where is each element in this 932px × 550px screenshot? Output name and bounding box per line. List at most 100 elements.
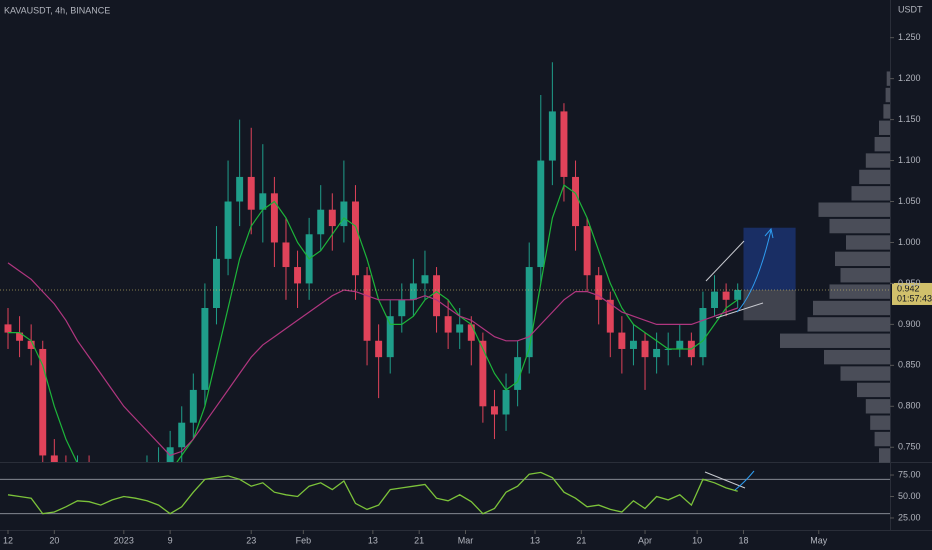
candle-body xyxy=(479,340,487,407)
candle-body xyxy=(699,308,707,358)
volume-profile-bar xyxy=(870,415,890,430)
volume-profile-bar xyxy=(883,104,890,119)
rsi-y-tick-label: 75.00 xyxy=(898,469,921,479)
candle-body xyxy=(722,291,730,300)
x-tick-label: Feb xyxy=(296,535,312,545)
x-tick-label: 21 xyxy=(414,535,424,545)
x-tick-label: 13 xyxy=(368,535,378,545)
candle-body xyxy=(294,267,302,284)
chart-title: KAVAUSDT, 4h, BINANCE xyxy=(4,5,110,15)
candle-body xyxy=(548,111,556,161)
candle-body xyxy=(363,275,371,341)
candle-body xyxy=(259,193,267,210)
volume-profile-bar xyxy=(840,366,890,381)
volume-profile-bar xyxy=(885,87,890,103)
y-tick-label: 0.950 xyxy=(898,278,921,288)
volume-profile-bar xyxy=(829,218,890,234)
candle-body xyxy=(16,332,24,341)
trend-line xyxy=(705,240,745,282)
volume-profile-bar xyxy=(879,120,890,135)
candle-body xyxy=(572,176,580,227)
volume-profile-bar xyxy=(829,284,890,299)
candle-body xyxy=(618,332,626,349)
volume-profile-bar xyxy=(865,399,890,414)
y-tick-label: 0.850 xyxy=(898,360,921,370)
candle-body xyxy=(421,275,429,284)
last-price-box xyxy=(892,282,932,305)
candle-body xyxy=(328,209,336,227)
volume-profile-bar xyxy=(859,169,890,185)
volume-profile-bar xyxy=(813,300,890,316)
candle-body xyxy=(606,299,614,333)
projection-arrow xyxy=(736,229,772,313)
x-tick-label: 13 xyxy=(530,535,540,545)
candle-body xyxy=(4,324,12,333)
y-tick-label: 0.900 xyxy=(898,319,921,329)
candle-body xyxy=(50,455,58,462)
candle-body xyxy=(39,348,47,456)
volume-profile-bar xyxy=(874,136,890,152)
y-tick-label: 1.250 xyxy=(898,32,921,42)
countdown-label: 01:57:43 xyxy=(897,293,932,303)
volume-profile-bar xyxy=(846,235,890,250)
candle-body xyxy=(583,226,591,276)
x-tick-label: Mar xyxy=(458,535,474,545)
candle-body xyxy=(201,308,209,390)
candle-body xyxy=(409,283,417,300)
y-tick-label: 1.100 xyxy=(898,155,921,165)
candle-body xyxy=(340,201,348,227)
candle-body xyxy=(386,316,394,358)
candle-body xyxy=(711,291,718,308)
y-tick-label: 1.200 xyxy=(898,73,921,83)
y-axis-label: USDT xyxy=(898,4,923,14)
candle-body xyxy=(282,242,290,268)
y-tick-label: 0.800 xyxy=(898,401,921,411)
candle-body xyxy=(270,193,278,243)
candle-body xyxy=(502,389,510,415)
volume-profile-bar xyxy=(824,349,890,365)
candle-body xyxy=(490,406,498,415)
x-tick-label: 10 xyxy=(692,535,702,545)
candle-body xyxy=(595,275,603,300)
x-tick-label: 2023 xyxy=(114,535,134,545)
candle-body xyxy=(641,340,649,358)
rsi-line xyxy=(7,471,738,515)
rsi-arrow xyxy=(734,470,755,491)
volume-profile-bar xyxy=(851,186,890,201)
moving-average xyxy=(8,184,739,462)
candle-body xyxy=(444,316,452,333)
volume-profile-bar xyxy=(879,448,890,463)
y-tick-label: 0.750 xyxy=(898,442,921,452)
x-tick-label: 23 xyxy=(246,535,256,545)
last-price-label: 0.942 xyxy=(897,283,920,293)
candle-body xyxy=(629,340,637,349)
candle-body xyxy=(676,340,684,349)
y-tick-label: 1.000 xyxy=(898,237,921,247)
volume-profile-bar xyxy=(807,317,890,332)
candle-body xyxy=(560,111,568,177)
candle-body xyxy=(537,160,545,268)
x-tick-label: 21 xyxy=(576,535,586,545)
x-tick-label: 9 xyxy=(168,535,173,545)
volume-profile-bar xyxy=(865,153,890,168)
drawings xyxy=(704,227,774,491)
volume-profile-bar xyxy=(857,382,890,398)
candle-body xyxy=(178,422,186,448)
candle-body xyxy=(213,258,220,308)
candle-body xyxy=(514,357,522,390)
candle-body xyxy=(398,299,406,317)
candle-body xyxy=(456,324,464,333)
volume-profile-bar xyxy=(874,431,890,447)
x-tick-label: 18 xyxy=(738,535,748,545)
x-tick-label: 20 xyxy=(49,535,59,545)
trend-line xyxy=(715,302,764,319)
x-tick-label: Apr xyxy=(638,535,652,545)
candle-body xyxy=(317,209,325,235)
volume-profile-bar xyxy=(835,251,890,267)
candle-body xyxy=(189,389,197,423)
candle-body xyxy=(525,267,533,358)
y-tick-label: 1.150 xyxy=(898,114,921,124)
position-stop xyxy=(743,289,796,321)
candle-body xyxy=(433,275,441,317)
